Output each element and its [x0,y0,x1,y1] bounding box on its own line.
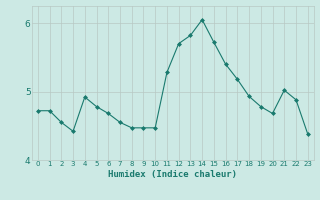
X-axis label: Humidex (Indice chaleur): Humidex (Indice chaleur) [108,170,237,179]
